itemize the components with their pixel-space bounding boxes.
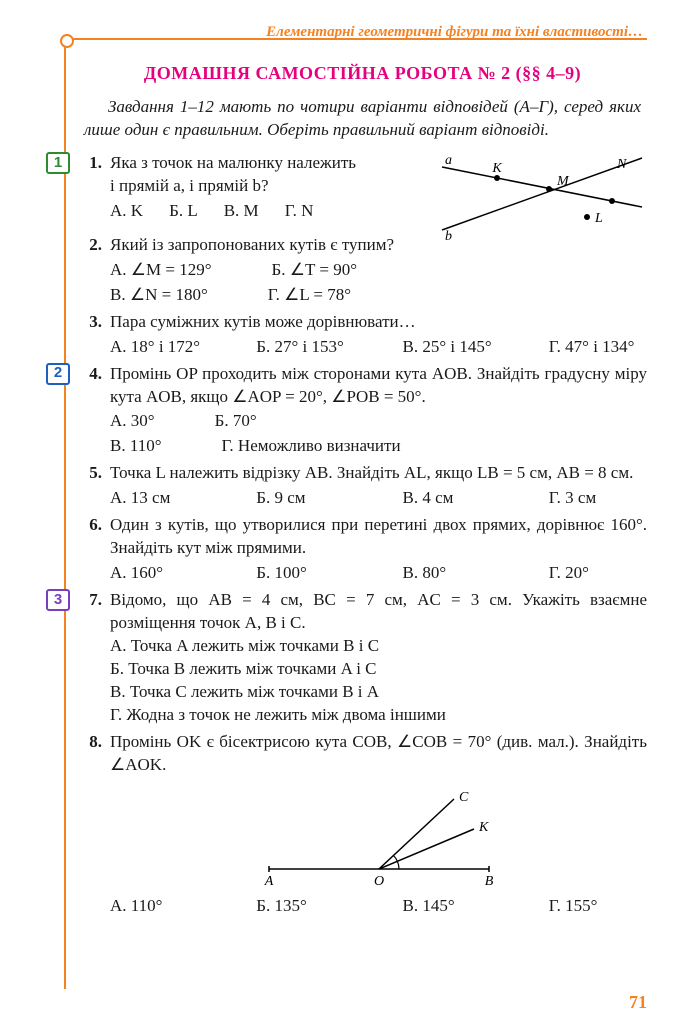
opt-a: А. 30° xyxy=(110,410,155,433)
content-area: ДОМАШНЯ САМОСТІЙНА РОБОТА № 2 (§§ 4–9) З… xyxy=(78,63,647,917)
task-num: 7. xyxy=(78,589,102,612)
task-question: Один з кутів, що утворилися при перетині… xyxy=(110,515,647,557)
instructions-text: Завдання 1–12 мають по чотири варіанти в… xyxy=(84,97,641,139)
opt-a: А. ∠M = 129° xyxy=(110,259,212,282)
options-row: А. 110° Б. 135° В. 145° Г. 155° xyxy=(110,895,647,918)
opt-a: А. K xyxy=(110,200,143,223)
opt-a: А. 13 см xyxy=(110,487,244,510)
task-2: 2. Який із запропонованих кутів є тупим?… xyxy=(78,234,647,307)
level-marker-2: 2 xyxy=(46,363,70,385)
opt-b: Б. ∠T = 90° xyxy=(272,259,357,282)
opt-b: Б. 100° xyxy=(256,562,390,585)
task-1: 1 1. Яка з точок на малюнку належить і п… xyxy=(78,152,647,230)
svg-text:C: C xyxy=(459,790,469,805)
opt-g: Г. 3 см xyxy=(549,487,683,510)
options-row: А. 30° Б. 70° xyxy=(110,410,647,433)
svg-text:L: L xyxy=(594,211,603,226)
task-num: 6. xyxy=(78,514,102,537)
task-5: 5. Точка L належить відрізку AB. Знайдіт… xyxy=(78,462,647,510)
opt-v: В. ∠N = 180° xyxy=(110,284,208,307)
task-num: 4. xyxy=(78,363,102,386)
task-body: Точка L належить відрізку AB. Знайдіть A… xyxy=(110,462,647,510)
options-row: А. 13 см Б. 9 см В. 4 см Г. 3 см xyxy=(110,487,647,510)
opt-g: Г. ∠L = 78° xyxy=(268,284,351,307)
options-row: А. K Б. L В. M Г. N xyxy=(110,200,437,223)
opt-g: Г. N xyxy=(285,200,314,223)
opt-a: А. 160° xyxy=(110,562,244,585)
opt-b: Б. 135° xyxy=(256,895,390,918)
instructions: Завдання 1–12 мають по чотири варіанти в… xyxy=(84,96,641,142)
svg-text:a: a xyxy=(445,153,452,168)
task-question: Точка L належить відрізку AB. Знайдіть A… xyxy=(110,463,633,482)
task-question: Пара суміжних кутів може дорівнювати… xyxy=(110,312,416,331)
page-number: 71 xyxy=(629,992,647,1013)
opt-g: Г. Неможливо визначити xyxy=(222,435,401,458)
task-num: 2. xyxy=(78,234,102,257)
opt-b: Б. 9 см xyxy=(256,487,390,510)
task-7: 3 7. Відомо, що AB = 4 см, BC = 7 см, AC… xyxy=(78,589,647,727)
figure-angle-aok: A O B C K xyxy=(259,789,499,889)
opt-v: В. 110° xyxy=(110,435,162,458)
task-body: Промінь OP проходить між сторонами кута … xyxy=(110,363,647,459)
task-num: 8. xyxy=(78,731,102,754)
task-question-l2: і прямій a, і прямій b? xyxy=(110,176,269,195)
opt-v: В. 25° і 145° xyxy=(403,336,537,359)
task-body: Пара суміжних кутів може дорівнювати… А.… xyxy=(110,311,647,359)
task-8: 8. Промінь OK є бісектрисою кута COB, ∠C… xyxy=(78,731,647,918)
svg-text:A: A xyxy=(263,874,273,889)
task-body: Один з кутів, що утворилися при перетині… xyxy=(110,514,647,585)
task-question: Промінь OP проходить між сторонами кута … xyxy=(110,364,647,406)
left-rule xyxy=(64,38,66,989)
svg-text:O: O xyxy=(373,874,383,889)
page-title: ДОМАШНЯ САМОСТІЙНА РОБОТА № 2 (§§ 4–9) xyxy=(78,63,647,84)
task-num: 5. xyxy=(78,462,102,485)
figure-lines-kmnl: a b K N M L xyxy=(437,152,647,242)
opt-g: Г. 155° xyxy=(549,895,683,918)
task-body: Який із запропонованих кутів є тупим? А.… xyxy=(110,234,647,307)
options-row: А. ∠M = 129° Б. ∠T = 90° xyxy=(110,259,647,282)
task-question: Промінь OK є бісектрисою кута COB, ∠COB … xyxy=(110,732,647,774)
task-body: Промінь OK є бісектрисою кута COB, ∠COB … xyxy=(110,731,647,918)
opt-a: А. 110° xyxy=(110,895,244,918)
opt-g: Г. Жодна з точок не лежить між двома інш… xyxy=(110,704,647,727)
opt-b: Б. L xyxy=(169,200,198,223)
opt-a: А. Точка A лежить між точками B і C xyxy=(110,635,647,658)
svg-text:K: K xyxy=(478,820,489,835)
options-row: А. 160° Б. 100° В. 80° Г. 20° xyxy=(110,562,647,585)
opt-v: В. 145° xyxy=(403,895,537,918)
opt-v: В. Точка C лежить між точками B і A xyxy=(110,681,647,704)
task-question: Який із запропонованих кутів є тупим? xyxy=(110,235,394,254)
task-num: 3. xyxy=(78,311,102,334)
svg-text:N: N xyxy=(616,157,627,172)
options-row: А. 18° і 172° Б. 27° і 153° В. 25° і 145… xyxy=(110,336,647,359)
top-rule xyxy=(64,38,647,40)
task-4: 2 4. Промінь OP проходить між сторонами … xyxy=(78,363,647,459)
task-6: 6. Один з кутів, що утворилися при перет… xyxy=(78,514,647,585)
task-num: 1. xyxy=(78,152,102,175)
svg-text:M: M xyxy=(556,174,570,189)
options-row-2: В. 110° Г. Неможливо визначити xyxy=(110,435,647,458)
svg-text:B: B xyxy=(484,874,493,889)
task-3: 3. Пара суміжних кутів може дорівнювати…… xyxy=(78,311,647,359)
opt-g: Г. 20° xyxy=(549,562,683,585)
svg-text:K: K xyxy=(491,161,502,176)
level-marker-3: 3 xyxy=(46,589,70,611)
opt-b: Б. 70° xyxy=(215,410,257,433)
opt-v: В. 80° xyxy=(403,562,537,585)
options-row-2: В. ∠N = 180° Г. ∠L = 78° xyxy=(110,284,647,307)
opt-v: В. M xyxy=(224,200,259,223)
task-question-l1: Яка з точок на малюнку належить xyxy=(110,153,356,172)
opt-a: А. 18° і 172° xyxy=(110,336,244,359)
task-question: Відомо, що AB = 4 см, BC = 7 см, AC = 3 … xyxy=(110,590,647,632)
opt-b: Б. Точка B лежить між точками A і C xyxy=(110,658,647,681)
task-body: Відомо, що AB = 4 см, BC = 7 см, AC = 3 … xyxy=(110,589,647,727)
opt-b: Б. 27° і 153° xyxy=(256,336,390,359)
opt-g: Г. 47° і 134° xyxy=(549,336,683,359)
opt-v: В. 4 см xyxy=(403,487,537,510)
level-marker-1: 1 xyxy=(46,152,70,174)
